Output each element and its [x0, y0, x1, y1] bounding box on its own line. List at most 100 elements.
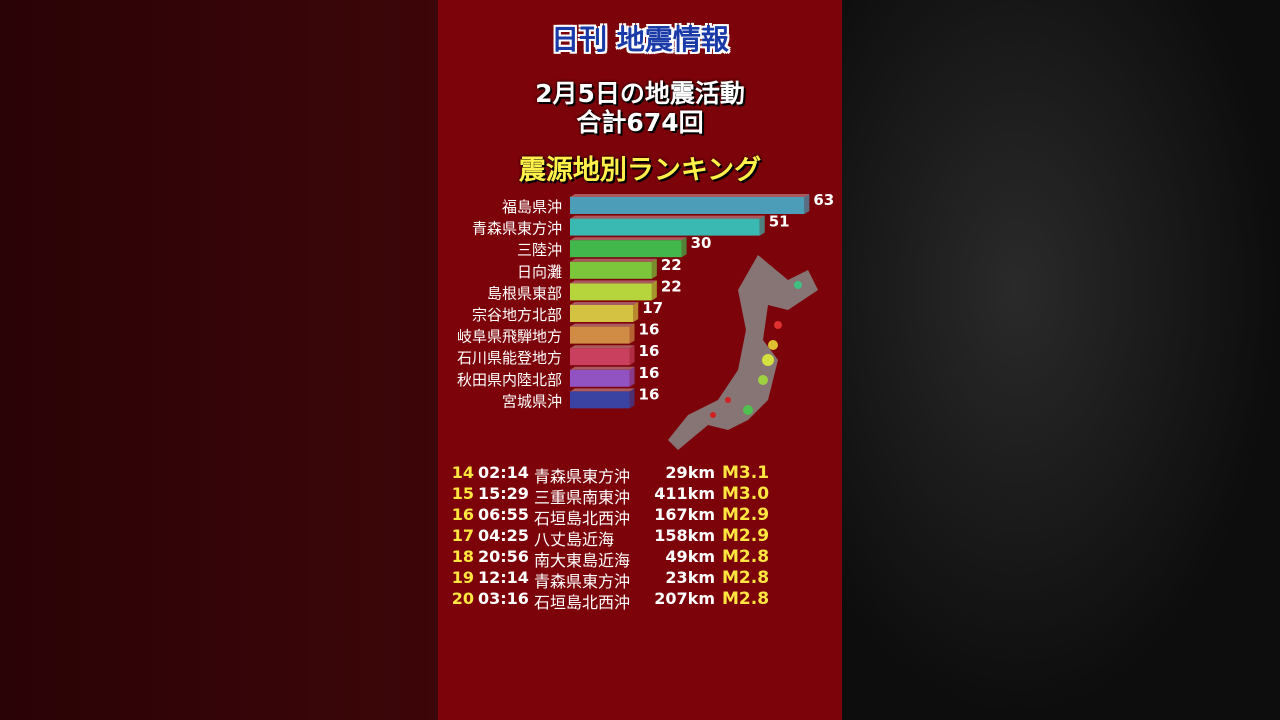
epicenter: 石垣島北西沖 — [534, 509, 631, 528]
bar-top — [570, 345, 635, 349]
rank-number: 20 — [451, 589, 474, 608]
bar-label: 宮城県沖 — [502, 392, 562, 410]
bar-label: 日向灘 — [517, 263, 562, 281]
bar — [570, 197, 805, 214]
bar-group: 岐阜県飛騨地方 16 — [457, 321, 659, 346]
bar-label: 青森県東方沖 — [472, 220, 562, 238]
bar-side — [629, 388, 635, 409]
bar-side — [681, 237, 687, 258]
bar-value: 22 — [661, 277, 682, 295]
bar-group: 秋田県内陸北部 16 — [457, 364, 659, 389]
bar-side — [629, 366, 635, 387]
bar-label: 島根県東部 — [487, 284, 562, 302]
bar-value: 51 — [769, 213, 790, 231]
bar-value: 16 — [639, 385, 660, 403]
epicenter: 石垣島北西沖 — [534, 593, 631, 612]
bar-value: 17 — [642, 299, 663, 317]
bar-label: 三陸沖 — [517, 241, 562, 259]
bar — [570, 305, 634, 322]
bar-side — [651, 258, 657, 279]
bar-top — [570, 237, 687, 241]
bar — [570, 326, 630, 344]
bar — [570, 261, 652, 279]
epicenter: 八丈島近海 — [534, 530, 615, 549]
magnitude: M2.9 — [722, 526, 770, 546]
rank-number: 17 — [451, 526, 474, 545]
depth: 23km — [665, 568, 715, 587]
bar-side — [759, 215, 765, 236]
brand-title: 日刊 地震情報 — [551, 23, 729, 56]
magnitude: M2.8 — [722, 568, 770, 588]
depth: 29km — [665, 463, 715, 482]
bar-group: 日向灘 22 — [517, 256, 682, 281]
bar-side — [651, 280, 657, 301]
time: 12:14 — [478, 568, 529, 587]
bar-value: 16 — [639, 364, 660, 382]
bar-value: 16 — [639, 342, 660, 360]
time: 03:16 — [478, 589, 529, 608]
bar-label: 秋田県内陸北部 — [457, 371, 562, 389]
bar-top — [570, 302, 639, 305]
blurred-background-left — [0, 0, 438, 720]
time: 15:29 — [478, 484, 529, 503]
rank-number: 19 — [451, 568, 474, 587]
total-count: 合計674回 — [576, 108, 704, 137]
bar-top — [570, 388, 635, 392]
epicenter: 南大東島近海 — [534, 551, 631, 570]
bar-group: 石川県能登地方 16 — [457, 342, 659, 367]
bar-side — [629, 323, 635, 344]
bar — [570, 218, 760, 236]
magnitude: M2.9 — [722, 505, 770, 525]
depth: 167km — [654, 505, 715, 524]
magnitude: M2.8 — [722, 547, 770, 567]
ranking-chart: 福島県沖 63 青森県東方沖 51 三陸沖 30 日向灘 22 島根県東部 22 宗谷地方北部 17 岐… — [457, 191, 834, 410]
bar-value: 63 — [813, 191, 834, 209]
depth: 411km — [654, 484, 715, 503]
bar-top — [570, 280, 657, 284]
epicenter: 青森県東方沖 — [534, 572, 631, 591]
magnitude: M2.8 — [722, 589, 770, 609]
depth: 207km — [654, 589, 715, 608]
bar-value: 16 — [639, 321, 660, 339]
bar — [570, 283, 652, 301]
bar — [570, 348, 630, 366]
blurred-background-right — [842, 0, 1280, 720]
rank-number: 15 — [451, 484, 474, 503]
bar-value: 30 — [691, 234, 712, 252]
bar-value: 22 — [661, 256, 682, 274]
bar-group: 宗谷地方北部 17 — [472, 299, 663, 324]
bar-side — [633, 302, 639, 322]
epicenter: 青森県東方沖 — [534, 467, 631, 486]
magnitude: M3.1 — [722, 463, 770, 483]
bar-group: 福島県沖 63 — [502, 191, 834, 216]
japan-map — [668, 255, 818, 450]
time: 06:55 — [478, 505, 529, 524]
bar-side — [629, 345, 635, 366]
bar — [570, 240, 682, 258]
page-title: 2月5日の地震活動 — [535, 79, 745, 108]
bar-group: 宮城県沖 16 — [502, 385, 659, 410]
bar-top — [570, 366, 635, 370]
bar-group: 三陸沖 30 — [517, 234, 711, 259]
bar-label: 宗谷地方北部 — [472, 306, 562, 324]
bar-top — [570, 215, 765, 219]
ranking-title: 震源地別ランキング — [518, 155, 762, 186]
bar-side — [804, 194, 810, 214]
bar-label: 岐阜県飛騨地方 — [457, 328, 562, 346]
magnitude: M3.0 — [722, 484, 770, 504]
bar-label: 石川県能登地方 — [457, 349, 562, 367]
bar-group: 島根県東部 22 — [487, 277, 682, 302]
rank-number: 14 — [451, 463, 474, 482]
time: 04:25 — [478, 526, 529, 545]
video-panel: 日刊 地震情報 2月5日の地震活動 合計674回 震源地別ランキング 福島県沖 6… — [438, 0, 842, 720]
bar — [570, 391, 630, 409]
time: 02:14 — [478, 463, 529, 482]
rank-number: 16 — [451, 505, 474, 524]
bar-group: 青森県東方沖 51 — [472, 213, 790, 238]
time: 20:56 — [478, 547, 529, 566]
bar-top — [570, 258, 657, 262]
depth: 158km — [654, 526, 715, 545]
bar-label: 福島県沖 — [502, 198, 562, 216]
bar-top — [570, 194, 810, 197]
bar-top — [570, 323, 635, 327]
